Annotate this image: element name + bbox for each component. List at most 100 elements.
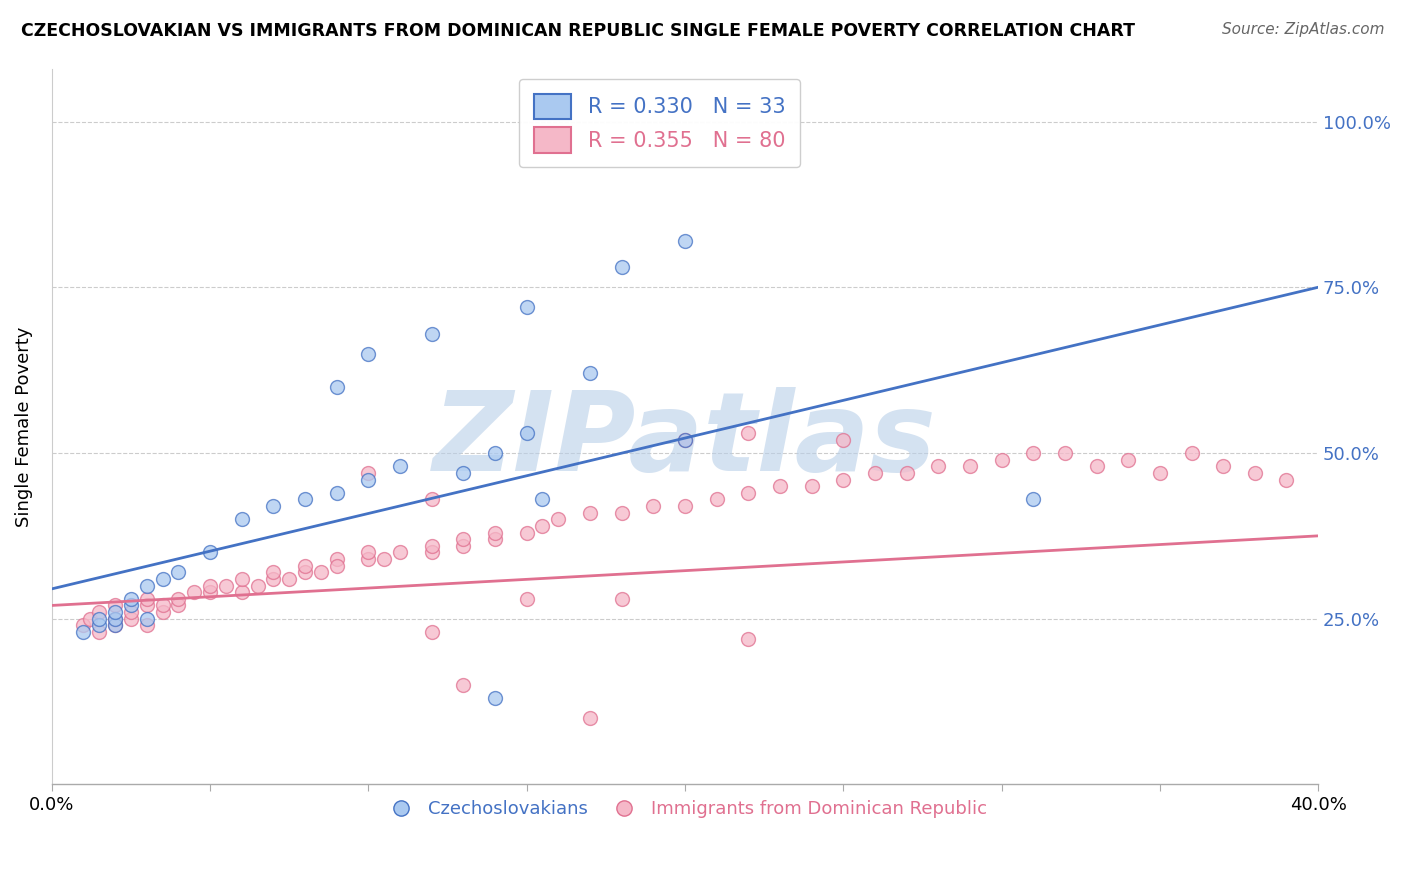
Point: [863, 466, 886, 480]
Point: [531, 492, 554, 507]
Point: [1022, 492, 1045, 507]
Point: [135, 578, 157, 592]
Point: [135, 591, 157, 606]
Point: [516, 525, 538, 540]
Point: [120, 605, 142, 619]
Point: [673, 433, 696, 447]
Point: [516, 300, 538, 314]
Point: [357, 552, 380, 566]
Point: [89, 612, 111, 626]
Point: [990, 452, 1012, 467]
Point: [737, 485, 759, 500]
Point: [104, 612, 127, 626]
Point: [453, 466, 475, 480]
Legend: Czechoslovakians, Immigrants from Dominican Republic: Czechoslovakians, Immigrants from Domini…: [375, 793, 994, 825]
Point: [579, 506, 602, 520]
Point: [104, 618, 127, 632]
Point: [72, 624, 94, 639]
Point: [706, 492, 728, 507]
Point: [610, 506, 633, 520]
Point: [325, 552, 347, 566]
Point: [325, 485, 347, 500]
Point: [198, 578, 221, 592]
Point: [79, 612, 101, 626]
Point: [579, 711, 602, 725]
Point: [167, 599, 190, 613]
Point: [198, 545, 221, 559]
Point: [896, 466, 918, 480]
Point: [420, 326, 443, 341]
Point: [832, 473, 855, 487]
Y-axis label: Single Female Poverty: Single Female Poverty: [15, 326, 32, 526]
Point: [673, 234, 696, 248]
Point: [120, 591, 142, 606]
Point: [357, 473, 380, 487]
Point: [215, 578, 238, 592]
Point: [104, 599, 127, 613]
Point: [959, 459, 981, 474]
Point: [104, 612, 127, 626]
Point: [420, 624, 443, 639]
Point: [262, 572, 284, 586]
Point: [610, 260, 633, 275]
Point: [484, 525, 506, 540]
Point: [516, 591, 538, 606]
Point: [135, 618, 157, 632]
Point: [484, 532, 506, 546]
Point: [673, 499, 696, 513]
Point: [294, 558, 316, 573]
Point: [832, 433, 855, 447]
Point: [531, 519, 554, 533]
Point: [135, 599, 157, 613]
Point: [357, 466, 380, 480]
Point: [1243, 466, 1265, 480]
Point: [453, 678, 475, 692]
Text: ZIPatlas: ZIPatlas: [433, 387, 936, 494]
Point: [89, 605, 111, 619]
Point: [547, 512, 569, 526]
Point: [1116, 452, 1139, 467]
Point: [737, 632, 759, 646]
Point: [198, 585, 221, 599]
Point: [516, 426, 538, 441]
Point: [246, 578, 269, 592]
Point: [294, 566, 316, 580]
Text: CZECHOSLOVAKIAN VS IMMIGRANTS FROM DOMINICAN REPUBLIC SINGLE FEMALE POVERTY CORR: CZECHOSLOVAKIAN VS IMMIGRANTS FROM DOMIN…: [21, 22, 1135, 40]
Point: [800, 479, 823, 493]
Point: [453, 532, 475, 546]
Point: [1149, 466, 1171, 480]
Point: [120, 599, 142, 613]
Point: [357, 545, 380, 559]
Point: [278, 572, 301, 586]
Point: [294, 492, 316, 507]
Point: [167, 566, 190, 580]
Point: [927, 459, 949, 474]
Point: [325, 558, 347, 573]
Text: Source: ZipAtlas.com: Source: ZipAtlas.com: [1222, 22, 1385, 37]
Point: [1212, 459, 1234, 474]
Point: [104, 605, 127, 619]
Point: [1053, 446, 1076, 460]
Point: [120, 612, 142, 626]
Point: [72, 618, 94, 632]
Point: [643, 499, 665, 513]
Point: [769, 479, 792, 493]
Point: [152, 572, 174, 586]
Point: [453, 539, 475, 553]
Point: [135, 612, 157, 626]
Point: [231, 572, 253, 586]
Point: [1085, 459, 1108, 474]
Point: [610, 591, 633, 606]
Point: [357, 346, 380, 360]
Point: [737, 426, 759, 441]
Point: [1022, 446, 1045, 460]
Point: [420, 539, 443, 553]
Point: [89, 618, 111, 632]
Point: [104, 618, 127, 632]
Point: [484, 446, 506, 460]
Point: [1180, 446, 1202, 460]
Point: [420, 545, 443, 559]
Point: [89, 624, 111, 639]
Point: [152, 599, 174, 613]
Point: [388, 459, 411, 474]
